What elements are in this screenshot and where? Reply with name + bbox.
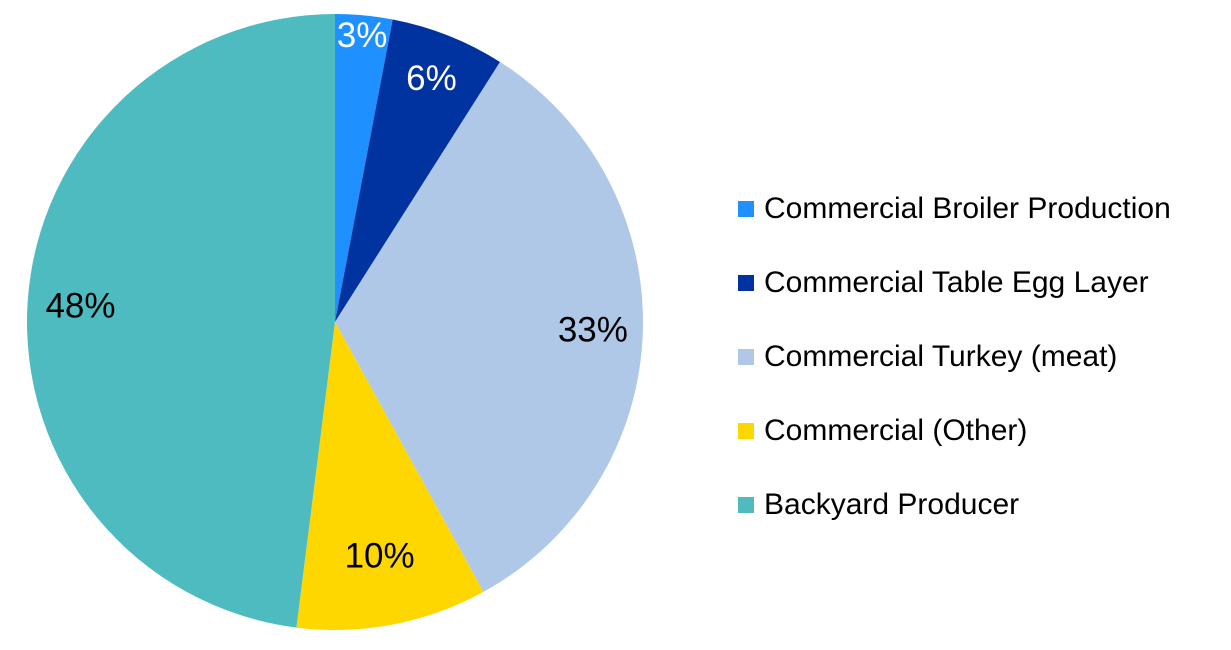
legend-swatch [738,423,754,439]
legend-item-backyard: Backyard Producer [738,468,1171,542]
pie-data-labels: 3% 6% 33% 10% 48% [45,16,627,576]
pie-slice-turkey [335,61,644,592]
pie-data-label-backyard: 48% [45,286,115,325]
legend-label: Commercial Broiler Production [764,192,1171,225]
pie-data-label-commercial-other: 10% [345,536,415,575]
legend-label: Commercial Turkey (meat) [764,340,1118,373]
legend-item-table-egg-layer: Commercial Table Egg Layer [738,246,1171,320]
pie-slice-backyard [26,14,335,628]
legend-item-broiler: Commercial Broiler Production [738,172,1171,246]
legend-label: Commercial (Other) [764,414,1028,447]
pie-slice-commercial-other [296,322,484,631]
pie-slice-table-egg-layer [335,19,501,322]
legend-item-turkey: Commercial Turkey (meat) [738,320,1171,394]
legend-label: Backyard Producer [764,488,1020,521]
legend-swatch [738,497,754,513]
legend-swatch [738,201,754,217]
pie-slice-broiler [335,14,393,322]
legend-swatch [738,349,754,365]
legend-item-commercial-other: Commercial (Other) [738,394,1171,468]
pie-data-label-broiler: 3% [337,16,388,55]
pie-data-label-table-egg-layer: 6% [406,59,457,98]
pie-slices [26,14,644,631]
legend: Commercial Broiler Production Commercial… [738,172,1171,542]
pie-data-label-turkey: 33% [558,311,628,350]
legend-swatch [738,275,754,291]
legend-label: Commercial Table Egg Layer [764,266,1149,299]
